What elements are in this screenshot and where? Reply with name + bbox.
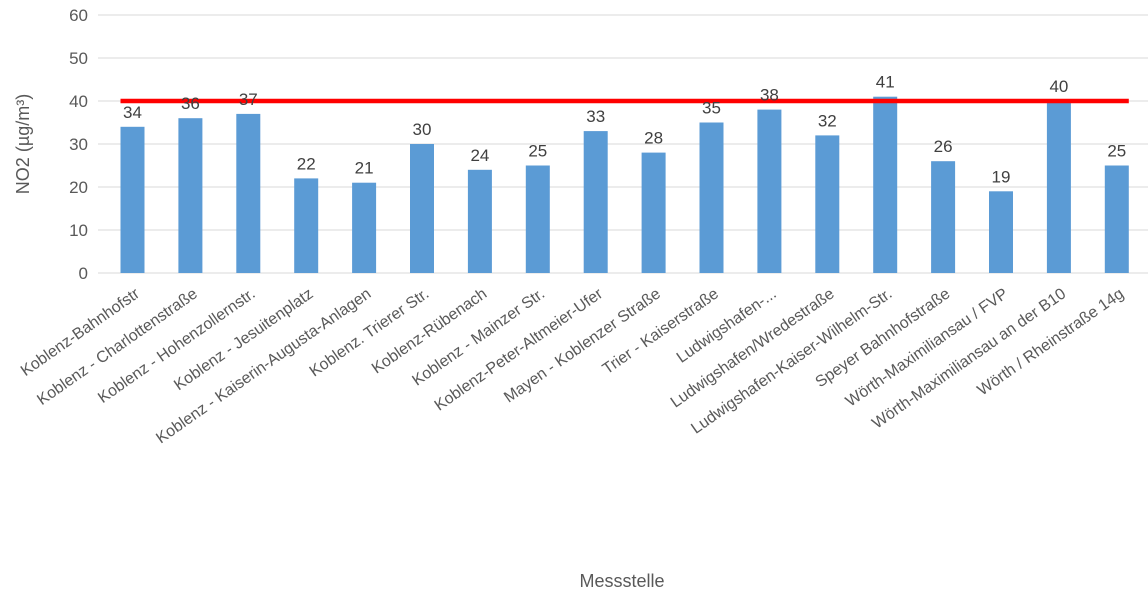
y-tick-label: 30	[69, 135, 88, 154]
x-tick-label: Ludwigshafen-...	[674, 285, 780, 366]
data-label: 37	[239, 90, 258, 109]
bar	[815, 135, 840, 273]
bar	[236, 113, 261, 274]
bar	[467, 169, 492, 273]
data-label: 19	[992, 167, 1011, 186]
data-label: 25	[1107, 142, 1126, 161]
x-tick-label: Koblenz - Kaiserin-Augusta-Anlagen	[153, 285, 374, 447]
data-label: 38	[760, 86, 779, 105]
data-label: 21	[355, 159, 374, 178]
bar	[1104, 165, 1129, 273]
y-tick-label: 50	[69, 49, 88, 68]
data-label: 40	[1049, 77, 1068, 96]
y-tick-label: 0	[79, 264, 88, 283]
data-label: 28	[644, 129, 663, 148]
bar	[757, 109, 782, 273]
data-label: 35	[702, 99, 721, 118]
data-label: 30	[413, 120, 432, 139]
y-tick-label: 40	[69, 92, 88, 111]
data-label: 41	[876, 73, 895, 92]
bar	[294, 178, 319, 273]
bars	[120, 96, 1129, 274]
data-label: 22	[297, 154, 316, 173]
bar	[410, 144, 434, 273]
y-tick-label: 60	[69, 6, 88, 25]
bar	[178, 118, 203, 273]
y-tick-label: 20	[69, 178, 88, 197]
bar	[641, 152, 666, 273]
bar	[699, 122, 724, 273]
y-tick-label: 10	[69, 221, 88, 240]
y-axis-ticks: 0 10 20 30 40 50 60	[69, 6, 88, 283]
bar	[989, 191, 1013, 273]
bar	[525, 165, 550, 273]
bar	[1046, 101, 1071, 273]
x-axis-title: Messstelle	[579, 571, 664, 591]
data-label: 36	[181, 94, 200, 113]
data-labels: 34 36 37 22 21 30 24 25 33 28 35 38 32 41 26 19 40 25	[123, 73, 1126, 187]
data-label: 32	[818, 111, 837, 130]
data-label: 34	[123, 103, 142, 122]
data-label: 24	[470, 146, 489, 165]
data-label: 26	[934, 137, 953, 156]
y-axis-title: NO2 (µg/m³)	[13, 94, 33, 194]
data-label: 33	[586, 107, 605, 126]
bar	[873, 96, 898, 273]
bar	[583, 131, 608, 273]
data-label: 25	[528, 142, 547, 161]
bar	[352, 182, 377, 273]
bar	[120, 126, 145, 273]
bar	[931, 161, 956, 273]
